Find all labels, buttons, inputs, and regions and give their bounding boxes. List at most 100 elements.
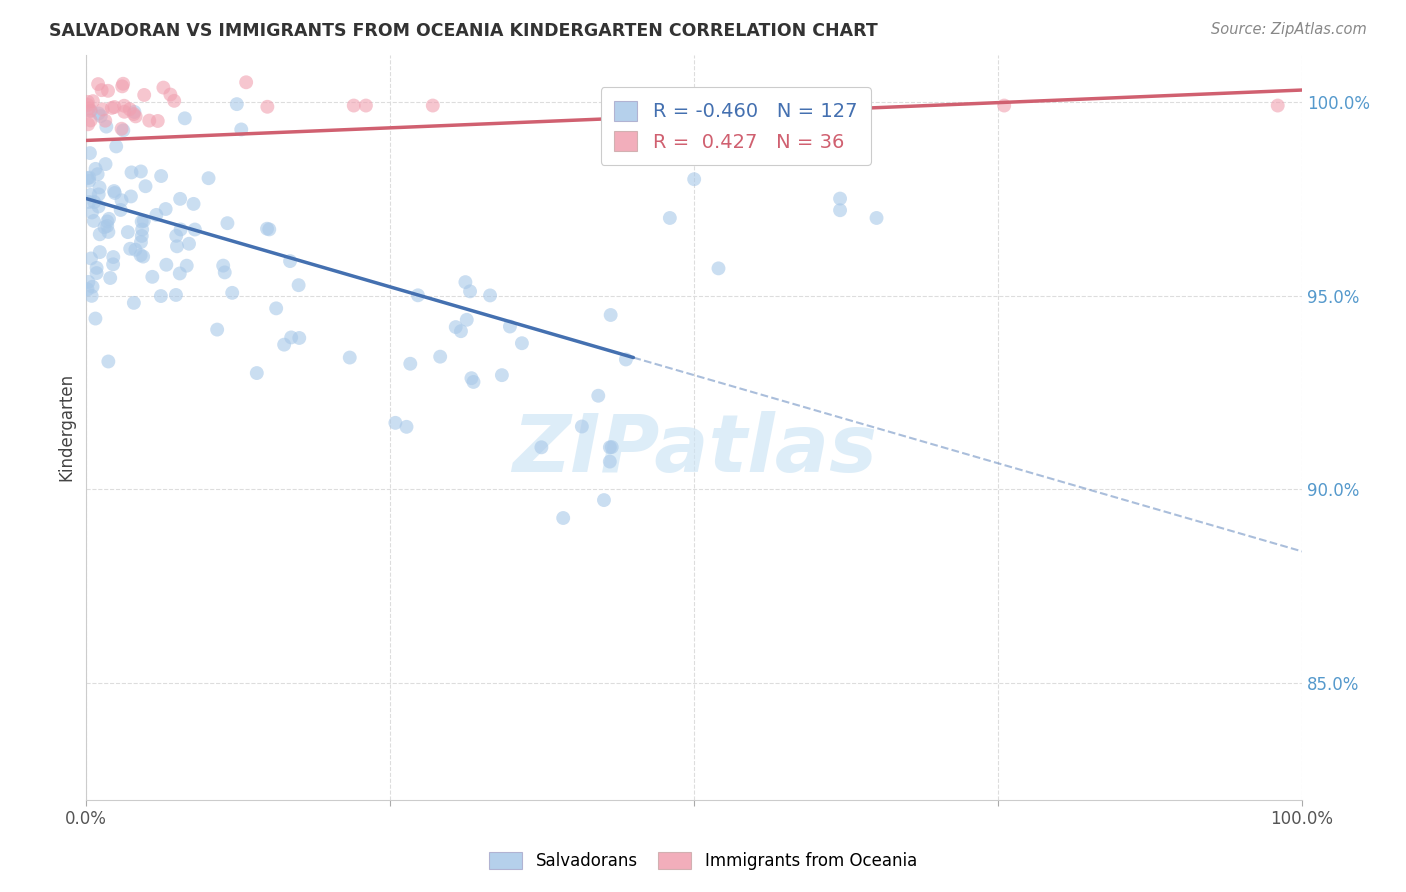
Point: [406, 288, 429, 302]
Point: [225, 97, 247, 112]
Point: [77, 117, 100, 131]
Point: [683, 172, 706, 186]
Point: [76, 282, 98, 296]
Point: [444, 320, 467, 334]
Point: [101, 101, 124, 115]
Point: [429, 350, 451, 364]
Point: [97, 84, 120, 98]
Point: [658, 211, 681, 225]
Point: [129, 248, 152, 262]
Point: [138, 113, 160, 128]
Point: [122, 296, 145, 310]
Point: [131, 214, 153, 228]
Point: [112, 77, 135, 91]
Point: [112, 99, 135, 113]
Point: [163, 94, 186, 108]
Point: [280, 330, 302, 344]
Text: SALVADORAN VS IMMIGRANTS FROM OCEANIA KINDERGARTEN CORRELATION CHART: SALVADORAN VS IMMIGRANTS FROM OCEANIA KI…: [49, 22, 877, 40]
Point: [214, 265, 236, 279]
Point: [173, 112, 195, 126]
Point: [103, 100, 125, 114]
Point: [83, 214, 105, 228]
Point: [79, 187, 101, 202]
Point: [122, 107, 145, 121]
Point: [197, 171, 219, 186]
Point: [79, 103, 101, 118]
Point: [278, 254, 301, 268]
Point: [339, 351, 361, 365]
Point: [110, 202, 132, 217]
Point: [707, 261, 730, 276]
Point: [259, 222, 281, 236]
Point: [343, 98, 366, 112]
Point: [112, 123, 135, 137]
Point: [384, 416, 406, 430]
Point: [212, 259, 235, 273]
Point: [865, 211, 887, 225]
Point: [89, 227, 111, 242]
Point: [141, 269, 163, 284]
Point: [155, 202, 177, 216]
Point: [458, 285, 481, 299]
Point: [93, 220, 115, 235]
Point: [145, 208, 167, 222]
Point: [118, 102, 141, 116]
Point: [120, 189, 142, 203]
Point: [287, 278, 309, 293]
Point: [129, 164, 152, 178]
Point: [105, 139, 128, 153]
Point: [82, 279, 104, 293]
Point: [76, 171, 98, 186]
Point: [117, 225, 139, 239]
Point: [87, 187, 110, 202]
Point: [460, 371, 482, 385]
Legend: R = -0.460   N = 127, R =  0.427   N = 36: R = -0.460 N = 127, R = 0.427 N = 36: [600, 87, 872, 165]
Point: [456, 313, 478, 327]
Point: [110, 121, 132, 136]
Point: [264, 301, 287, 316]
Point: [121, 165, 143, 179]
Point: [149, 289, 172, 303]
Point: [463, 375, 485, 389]
Point: [90, 109, 112, 123]
Point: [80, 289, 103, 303]
Point: [86, 266, 108, 280]
Point: [205, 322, 228, 336]
Point: [77, 174, 100, 188]
Y-axis label: Kindergarten: Kindergarten: [58, 373, 75, 482]
Point: [231, 122, 253, 136]
Point: [77, 170, 100, 185]
Point: [131, 222, 153, 236]
Point: [169, 222, 191, 236]
Point: [84, 311, 107, 326]
Point: [91, 103, 114, 117]
Point: [76, 98, 98, 112]
Point: [491, 368, 513, 383]
Point: [152, 80, 174, 95]
Point: [499, 319, 522, 334]
Point: [80, 205, 103, 219]
Point: [256, 221, 278, 235]
Point: [395, 420, 418, 434]
Point: [87, 77, 110, 91]
Point: [165, 288, 187, 302]
Text: ZIPatlas: ZIPatlas: [512, 410, 877, 489]
Point: [828, 203, 851, 218]
Point: [77, 275, 100, 289]
Point: [124, 109, 146, 123]
Point: [273, 337, 295, 351]
Point: [588, 389, 610, 403]
Point: [110, 194, 132, 208]
Point: [80, 103, 103, 118]
Point: [104, 186, 127, 200]
Point: [614, 352, 637, 367]
Point: [683, 98, 706, 112]
Point: [993, 98, 1015, 112]
Point: [600, 440, 623, 454]
Point: [77, 101, 100, 115]
Point: [246, 366, 269, 380]
Point: [146, 114, 169, 128]
Point: [176, 259, 198, 273]
Point: [828, 192, 851, 206]
Point: [98, 271, 121, 285]
